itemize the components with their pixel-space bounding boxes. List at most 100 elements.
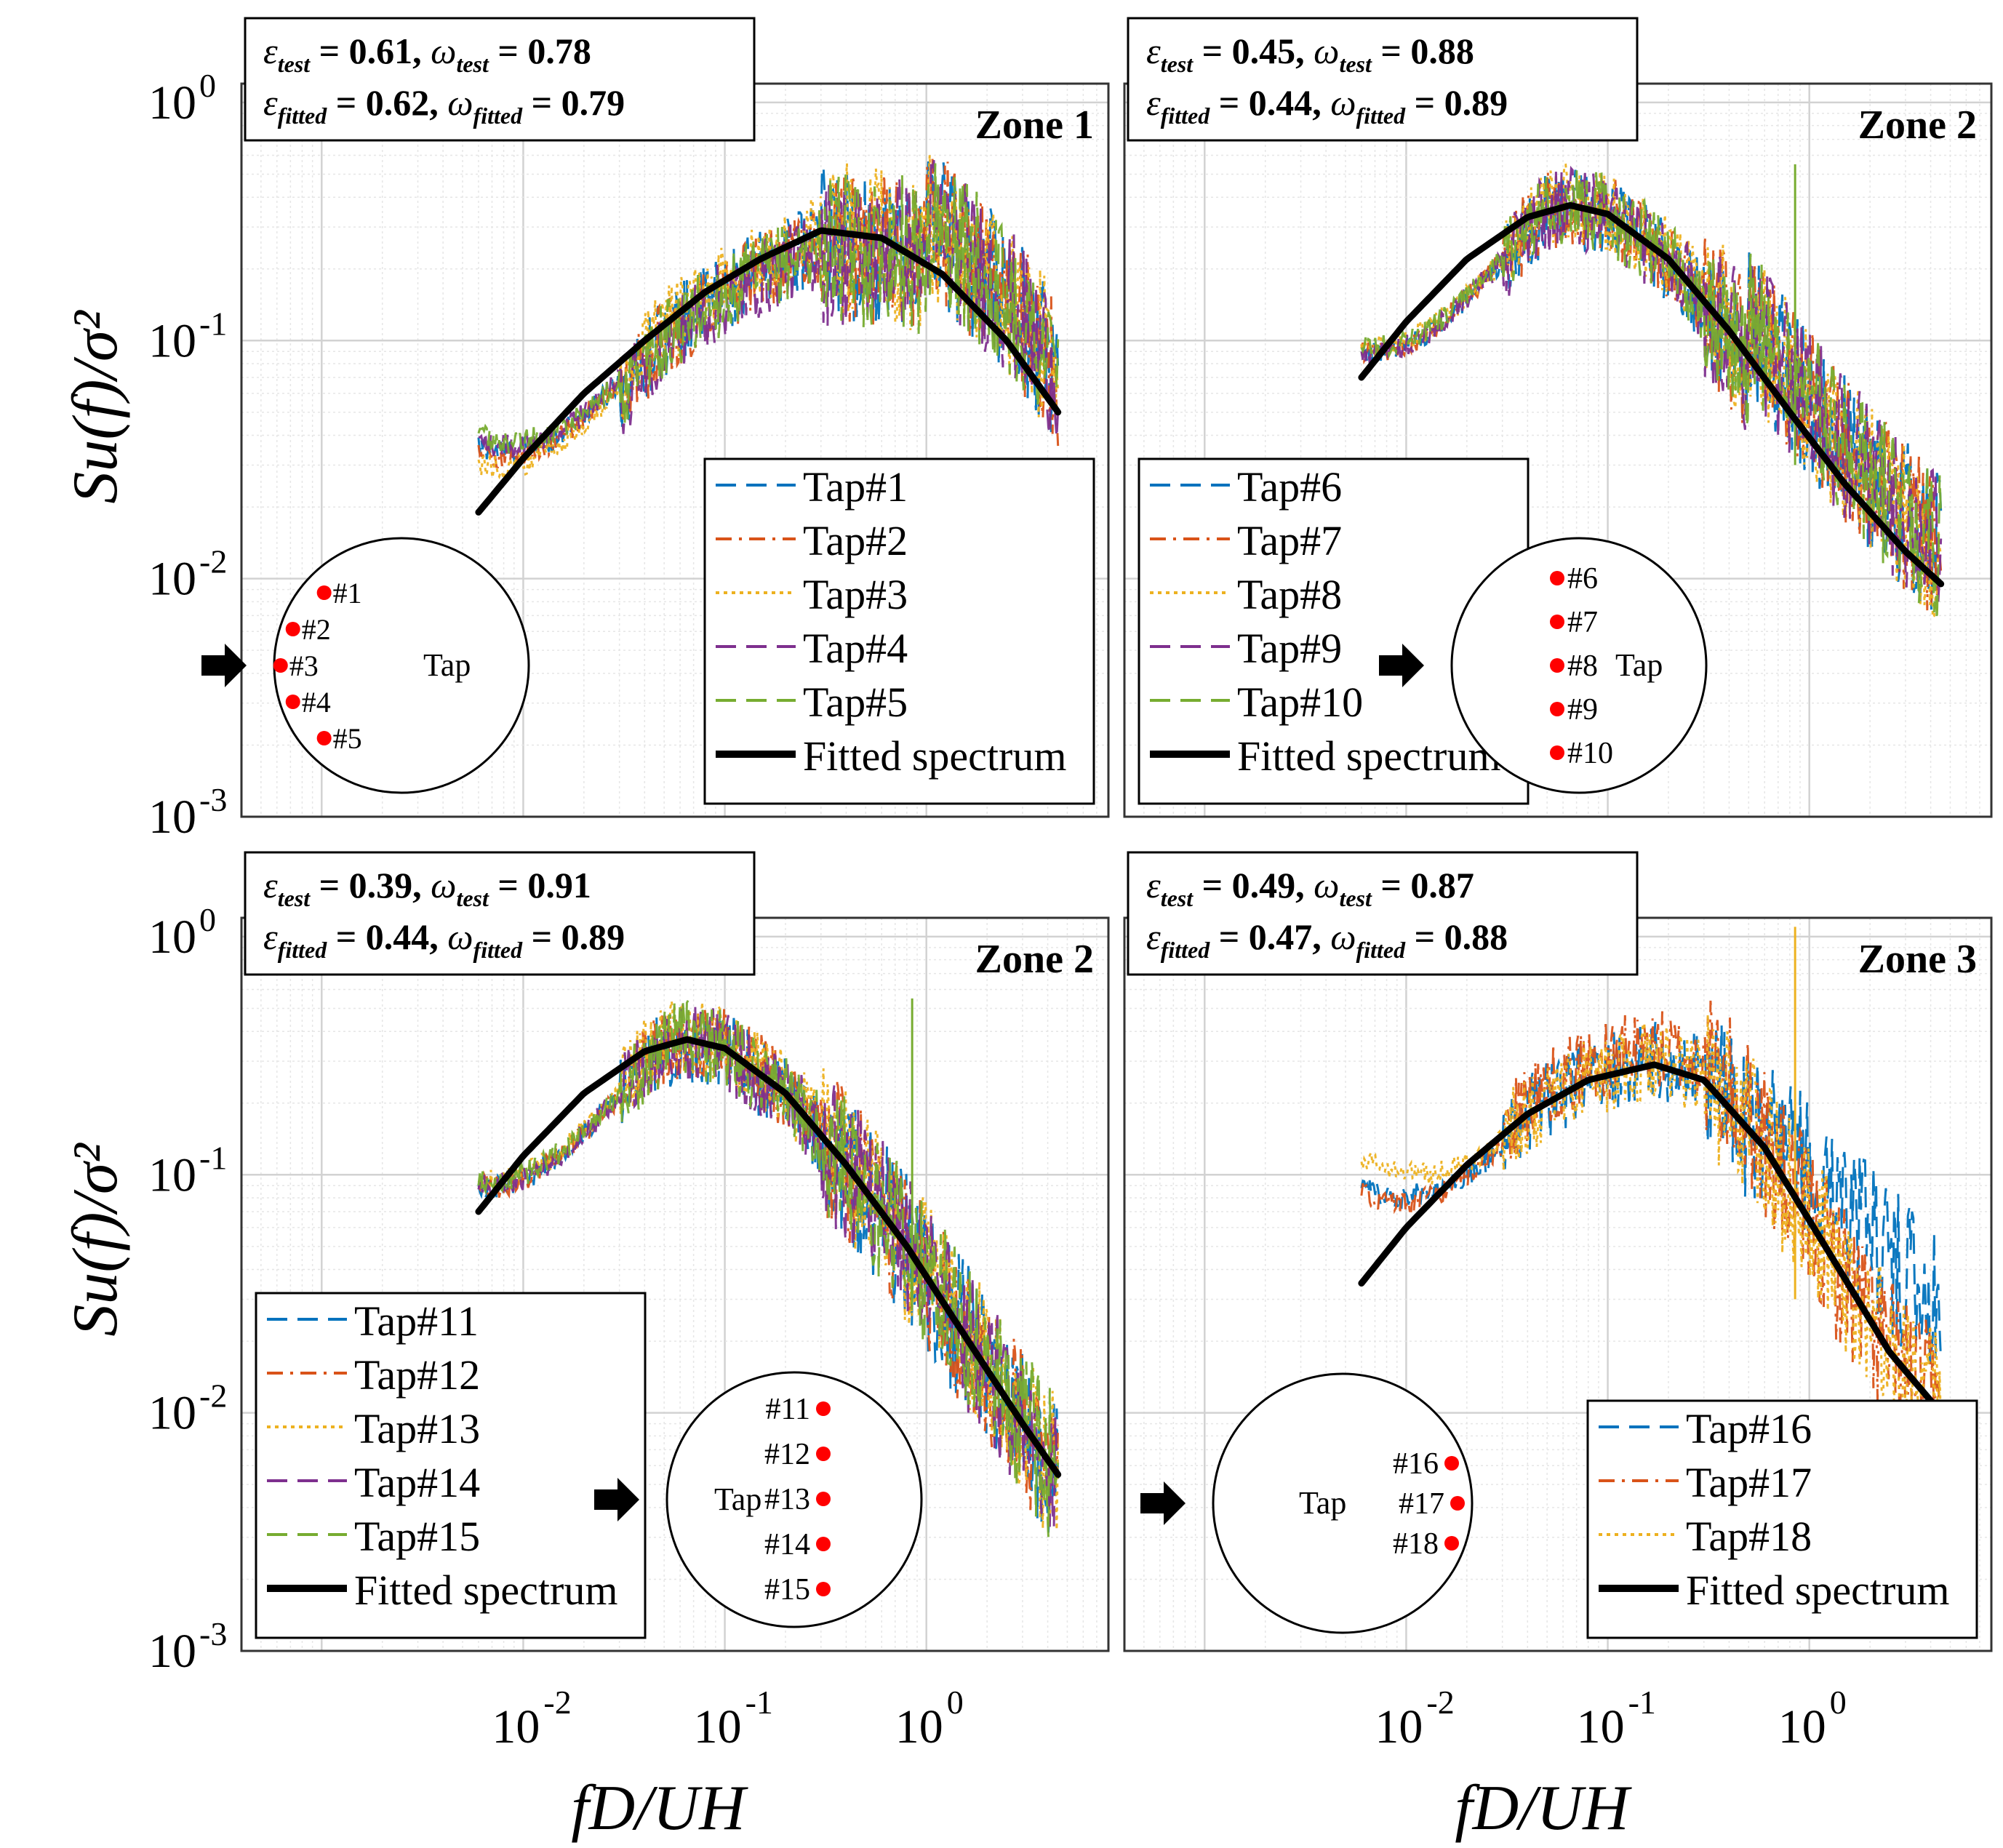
parameter-line: εtest = 0.39, ωtest = 0.91	[263, 865, 591, 911]
fitted-spectrum-line	[1358, 1061, 1945, 1417]
y-tick-label: 10	[148, 1387, 196, 1440]
y-tick-label: 10	[148, 1625, 196, 1678]
taps-diagram: #16 #17 #18 Tap	[1140, 1372, 1474, 1634]
x-tick-exponent: -2	[1426, 1684, 1454, 1721]
tap-label: #9	[1567, 693, 1598, 727]
parameter-box: εtest = 0.39, ωtest = 0.91 εfitted = 0.44…	[244, 851, 756, 976]
legend-frame	[703, 457, 1095, 805]
x-tick-label: 10	[694, 1700, 742, 1753]
tap-point	[1550, 615, 1564, 629]
legend: Tap#1 Tap#2 Tap#3 Tap#4 Tap#5 Fitted spectrum	[703, 457, 1095, 805]
tap-label: #11	[766, 1393, 810, 1426]
parameter-line: εtest = 0.49, ωtest = 0.87	[1146, 865, 1474, 911]
parameter-box-frame	[244, 17, 756, 142]
taps-diagram: #11 #12 #13 #14 #15 Tap	[594, 1371, 923, 1628]
x-axis-label-right: fD/UH	[1455, 1773, 1632, 1844]
x-tick-label: 10	[492, 1700, 540, 1753]
parameter-box: εtest = 0.45, ωtest = 0.88 εfitted = 0.44…	[1127, 17, 1639, 142]
series-line-Tap14	[477, 1004, 1058, 1527]
tap-point	[316, 585, 332, 600]
parameter-line: εtest = 0.45, ωtest = 0.88	[1146, 31, 1474, 77]
legend-label: Tap#16	[1686, 1405, 1812, 1452]
parameter-box: εtest = 0.49, ωtest = 0.87 εfitted = 0.47…	[1127, 851, 1639, 976]
legend-label: Tap#14	[354, 1459, 480, 1506]
parameter-line: εfitted = 0.47, ωfitted = 0.88	[1146, 916, 1508, 963]
tap-point	[1444, 1456, 1459, 1471]
zone-label: Zone 3	[1858, 937, 1977, 982]
series-group	[1358, 163, 1945, 621]
y-tick-exponent: -2	[199, 543, 227, 580]
legend-label: Tap#11	[354, 1297, 479, 1345]
x-axis-label-left: fD/UH	[571, 1773, 748, 1844]
flow-arrow-icon	[1379, 644, 1424, 687]
y-tick-exponent: -1	[199, 305, 227, 342]
tap-label: #8	[1567, 649, 1598, 683]
x-tick-exponent: -1	[745, 1684, 773, 1721]
parameter-box-frame	[244, 851, 756, 976]
parameter-line: εfitted = 0.62, ωfitted = 0.79	[263, 82, 625, 129]
legend-label: Tap#6	[1237, 463, 1342, 511]
legend: Tap#16 Tap#17 Tap#18 Fitted spectrum	[1586, 1399, 1978, 1639]
y-tick-exponent: -3	[199, 1615, 227, 1652]
series-line-Tap5	[477, 163, 1060, 455]
legend-label: Tap#9	[1237, 625, 1342, 672]
tap-title: Tap	[1615, 647, 1663, 683]
legend-label: Tap#7	[1237, 517, 1342, 564]
legend-label: Fitted spectrum	[1686, 1567, 1949, 1614]
tap-label: #12	[764, 1438, 810, 1471]
x-tick-label: 10	[1375, 1700, 1423, 1753]
y-tick-label: 10	[148, 911, 196, 964]
tap-label: #17	[1399, 1487, 1444, 1521]
tap-label: #10	[1567, 737, 1613, 770]
tap-point	[1550, 702, 1564, 716]
tap-label: #13	[764, 1483, 810, 1516]
legend: Tap#6 Tap#7 Tap#8 Tap#9 Tap#10 Fitted spectru…	[1138, 457, 1530, 805]
tap-point	[1550, 745, 1564, 760]
y-axis-label-bottom: Su(f)/σ²	[60, 1143, 131, 1337]
tap-point	[816, 1582, 831, 1596]
tap-label: #2	[302, 613, 331, 646]
tap-point	[1444, 1536, 1459, 1551]
cylinder-section	[665, 1371, 923, 1628]
x-tick-label: 10	[1577, 1700, 1625, 1753]
series-group	[475, 996, 1062, 1537]
x-tick-label: 10	[895, 1700, 943, 1753]
tap-point	[1450, 1496, 1465, 1511]
x-tick-label: 10	[1778, 1700, 1826, 1753]
y-tick-exponent: 0	[199, 901, 216, 938]
y-tick-exponent: 0	[199, 67, 216, 104]
legend-frame	[1586, 1399, 1978, 1639]
tap-point	[285, 622, 300, 636]
legend-label: Tap#2	[803, 517, 908, 564]
parameter-line: εtest = 0.61, ωtest = 0.78	[263, 31, 591, 77]
tap-label: #18	[1393, 1527, 1439, 1561]
flow-arrow-icon	[1140, 1481, 1186, 1525]
chart-panel-2: Zone 2 εtest = 0.45, ωtest = 0.88 εfitted …	[1123, 17, 1993, 818]
tap-label: #5	[333, 722, 362, 755]
tap-label: #1	[333, 577, 362, 609]
tap-point	[1550, 658, 1564, 673]
y-tick-exponent: -3	[199, 781, 227, 818]
tap-label: #4	[302, 686, 331, 719]
parameter-line: εfitted = 0.44, ωfitted = 0.89	[263, 916, 625, 963]
series-line-Tap18	[1360, 1015, 1943, 1448]
fitted-spectrum-line	[475, 1036, 1062, 1479]
x-tick-exponent: 0	[1830, 1684, 1847, 1721]
legend-label: Tap#1	[803, 463, 908, 511]
y-tick-label: 10	[148, 1148, 196, 1201]
axis-labels: Su(f)/σ² Su(f)/σ² fD/UH fD/UH	[60, 310, 1632, 1844]
y-tick-label: 10	[148, 553, 196, 606]
legend-frame	[255, 1292, 647, 1639]
tap-title: Tap	[423, 647, 471, 683]
y-tick-label: 10	[148, 314, 196, 367]
tap-title: Tap	[1299, 1485, 1346, 1521]
series-line-Tap15	[477, 996, 1060, 1537]
tap-label: #3	[289, 649, 319, 682]
taps-diagram: #1#2#3 #4#5 Tap	[201, 537, 530, 794]
legend-label: Tap#18	[1686, 1513, 1812, 1560]
legend-label: Fitted spectrum	[354, 1567, 617, 1614]
tap-label: #16	[1393, 1447, 1439, 1481]
